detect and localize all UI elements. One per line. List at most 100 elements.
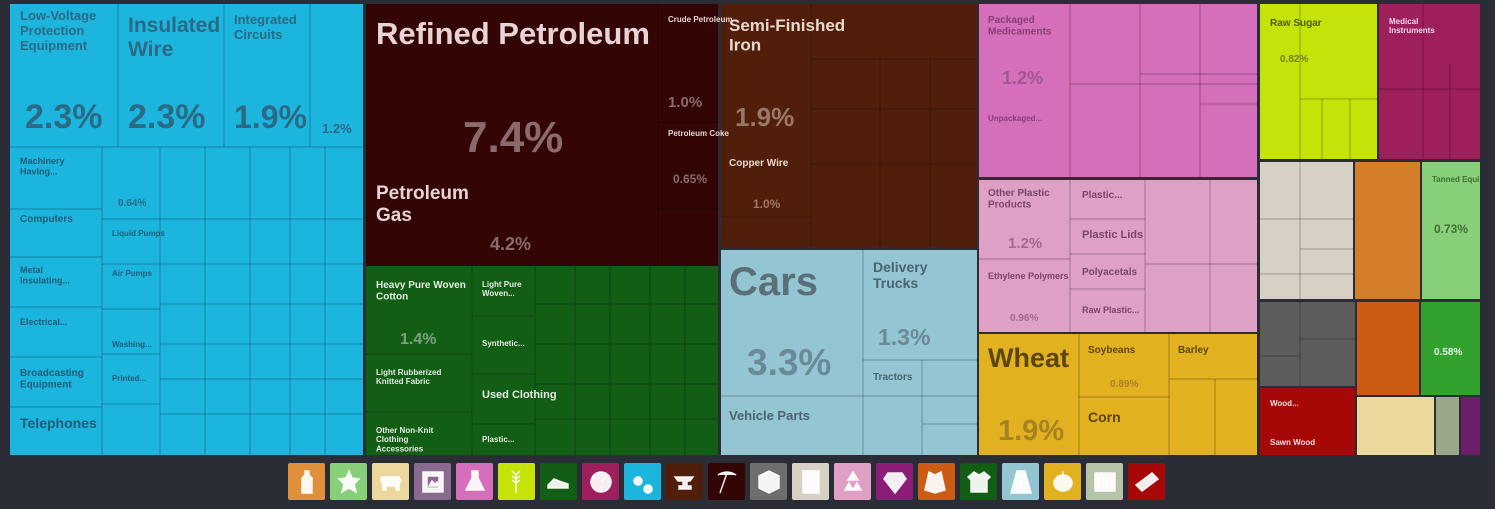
box-icon — [757, 469, 780, 494]
category-road-button[interactable] — [1002, 463, 1039, 500]
tile-value: 1.0% — [753, 197, 781, 211]
tile-label: Barley — [1178, 345, 1209, 356]
tile-value: 4.2% — [490, 234, 531, 254]
tile-value: 0.64% — [118, 198, 146, 209]
category-pickaxe-button[interactable] — [708, 463, 745, 500]
tile-label: Refined Petroleum — [376, 16, 650, 51]
tile-label: Liquid Pumps — [112, 229, 165, 238]
tile-label: Semi-Finished Iron — [729, 16, 845, 55]
tile-value: 0.82% — [1280, 54, 1308, 65]
hide-icon — [923, 470, 946, 494]
category-wheat-button[interactable] — [498, 463, 535, 500]
tile-label: Sawn Wood — [1270, 438, 1315, 447]
tile-label: Other Non-Knit Clothing Accessories — [376, 426, 434, 453]
category-star-figure-button[interactable] — [330, 463, 367, 500]
category-recycle-button[interactable] — [834, 463, 871, 500]
group-block-textiles — [366, 266, 718, 455]
anvil-icon — [673, 475, 694, 490]
group-block-misc — [1357, 302, 1419, 395]
category-anvil-button[interactable] — [666, 463, 703, 500]
tile-value: 0.89% — [1110, 379, 1138, 390]
tile-label: Telephones — [20, 415, 97, 431]
tile-label: Packaged Medicaments — [988, 15, 1052, 38]
plank-icon — [1134, 471, 1159, 492]
group-block-machinery — [10, 4, 363, 455]
tile-value: 3.3% — [747, 342, 831, 383]
bottle-icon — [300, 469, 313, 494]
category-picture-frame-button[interactable] — [414, 463, 451, 500]
tile-label: Crude Petroleum — [668, 15, 732, 24]
fruit-icon — [1052, 470, 1073, 492]
group-block-animal_hides — [1355, 162, 1420, 299]
tile-value: 0.96% — [1010, 313, 1038, 324]
tile-label: Raw Sugar — [1270, 18, 1322, 29]
tile-label: Cars — [729, 260, 818, 304]
tile-label: Petroleum Gas — [376, 183, 469, 226]
category-hide-button[interactable] — [918, 463, 955, 500]
category-fruit-button[interactable] — [1044, 463, 1081, 500]
group-block-paper — [1357, 397, 1434, 455]
tile-value: 1.3% — [878, 324, 930, 350]
tile-label: Soybeans — [1088, 345, 1136, 356]
tile-value: 1.2% — [1002, 68, 1043, 88]
tile-label: Polyacetals — [1082, 267, 1137, 278]
tile-label: Light Rubberized Knitted Fabric — [376, 368, 441, 386]
category-cart-button[interactable] — [1086, 463, 1123, 500]
group-block-shade — [1260, 302, 1355, 386]
category-shirt-button[interactable] — [960, 463, 997, 500]
category-paper-button[interactable] — [792, 463, 829, 500]
group-block-vegetable — [979, 334, 1257, 455]
category-bottle-button[interactable] — [288, 463, 325, 500]
tile-value: 1.0% — [668, 94, 702, 111]
group-block-plastics — [979, 180, 1257, 332]
star-figure-icon — [336, 468, 361, 494]
tile-value: 1.9% — [998, 415, 1064, 447]
tile-label: Plastic Lids — [1082, 229, 1143, 241]
tile-value: 2.3% — [128, 98, 206, 136]
tile-value: 0.58% — [1434, 347, 1462, 358]
tile-label: Vehicle Parts — [729, 408, 810, 423]
category-plank-button[interactable] — [1128, 463, 1165, 500]
category-gears-button[interactable] — [624, 463, 661, 500]
group-block-foodstuffs — [1260, 4, 1377, 159]
group-block-precious — [1421, 302, 1480, 395]
tile-label: Plastic... — [1082, 190, 1123, 201]
tile-label: Air Pumps — [112, 269, 153, 278]
tile-label: Used Clothing — [482, 389, 557, 401]
tile-value: 2.3% — [25, 98, 103, 136]
tile-label: Computers — [20, 214, 73, 225]
tile-label: Printed... — [112, 374, 146, 383]
tile-value: 1.2% — [322, 121, 352, 136]
tile-label: Washing... — [112, 340, 152, 349]
category-cow-button[interactable] — [372, 463, 409, 500]
tile-label: Metal Insulating... — [20, 265, 70, 285]
category-box-button[interactable] — [750, 463, 787, 500]
category-gauge-button[interactable] — [582, 463, 619, 500]
group-block-small — [1461, 397, 1480, 455]
tile-value: 1.2% — [1008, 235, 1042, 252]
cart-icon — [1093, 471, 1116, 492]
tile-label: Synthetic... — [482, 339, 525, 348]
tile-label: Corn — [1088, 409, 1121, 425]
shoe-icon — [546, 477, 569, 489]
tile-label: Raw Plastic... — [1082, 305, 1140, 315]
tile-value: 0.73% — [1434, 222, 1468, 236]
tile-label: Plastic... — [482, 435, 514, 444]
tile-label: Unpackaged... — [988, 114, 1042, 123]
category-shoe-button[interactable] — [540, 463, 577, 500]
group-block-stone — [1260, 162, 1353, 299]
wheat-icon — [510, 469, 521, 493]
group-block-transport — [721, 250, 977, 455]
diamond-icon — [882, 471, 907, 494]
tile-label: Heavy Pure Woven Cotton — [376, 280, 466, 303]
group-block-animal — [1422, 162, 1480, 299]
group-block-chemicals — [979, 4, 1257, 177]
tile-value: 1.9% — [735, 102, 794, 132]
tile-label: Other Plastic Products — [988, 188, 1050, 211]
category-flask-button[interactable] — [456, 463, 493, 500]
tile-value: 7.4% — [463, 113, 563, 162]
tile-label: Medical Instruments — [1389, 17, 1435, 35]
tile-label: Light Pure Woven... — [482, 280, 522, 298]
category-diamond-button[interactable] — [876, 463, 913, 500]
tile-label: Ethylene Polymers — [988, 271, 1069, 281]
